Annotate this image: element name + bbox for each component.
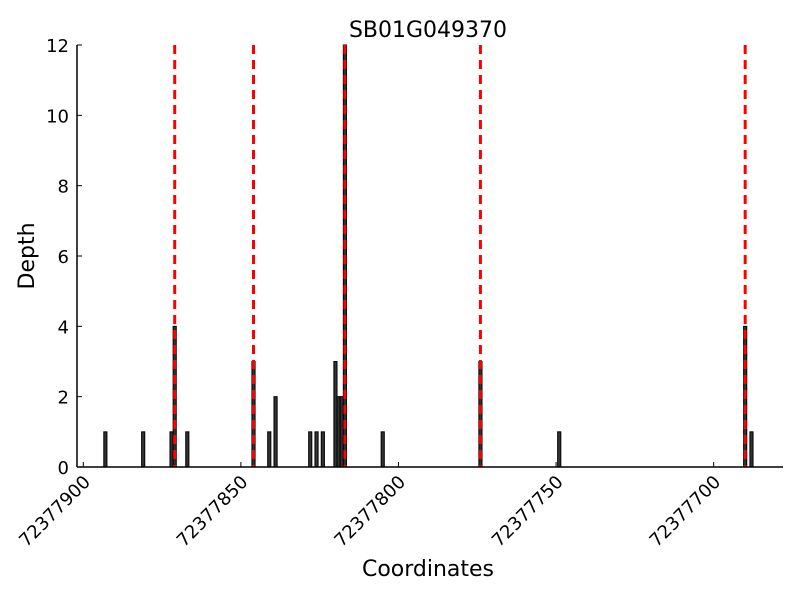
bar — [185, 431, 190, 468]
x-axis-label: Coordinates — [362, 557, 494, 582]
bar — [267, 431, 272, 468]
bar — [380, 431, 385, 468]
x-tick-label: 72377850 — [173, 472, 253, 552]
y-tick-label: 4 — [58, 317, 69, 338]
y-tick-label: 8 — [58, 177, 69, 198]
reference-lines-group — [173, 45, 747, 467]
y-tick-label: 12 — [46, 36, 69, 57]
bar — [273, 396, 278, 468]
bars-group — [103, 44, 754, 468]
y-tick-label: 2 — [58, 388, 69, 409]
x-tick-label: 72377900 — [15, 472, 95, 552]
bar — [314, 431, 319, 468]
bar — [308, 431, 313, 468]
bar — [103, 431, 108, 468]
y-axis-label: Depth — [15, 222, 40, 289]
x-tick-label: 72377800 — [330, 472, 410, 552]
y-tick-label: 0 — [58, 458, 69, 479]
x-tick-label: 72377750 — [488, 472, 568, 552]
axes-group: 0 2 4 6 8 10 12 72377900 72377850 72377800 7237775… — [15, 36, 783, 551]
bar — [749, 431, 754, 468]
chart-title: SB01G049370 — [349, 18, 507, 43]
bar — [320, 431, 325, 468]
x-tick-label: 72377700 — [646, 472, 726, 552]
bar — [141, 431, 146, 468]
y-tick-label: 6 — [58, 247, 69, 268]
bar — [557, 431, 562, 468]
y-tick-label: 10 — [46, 106, 69, 127]
